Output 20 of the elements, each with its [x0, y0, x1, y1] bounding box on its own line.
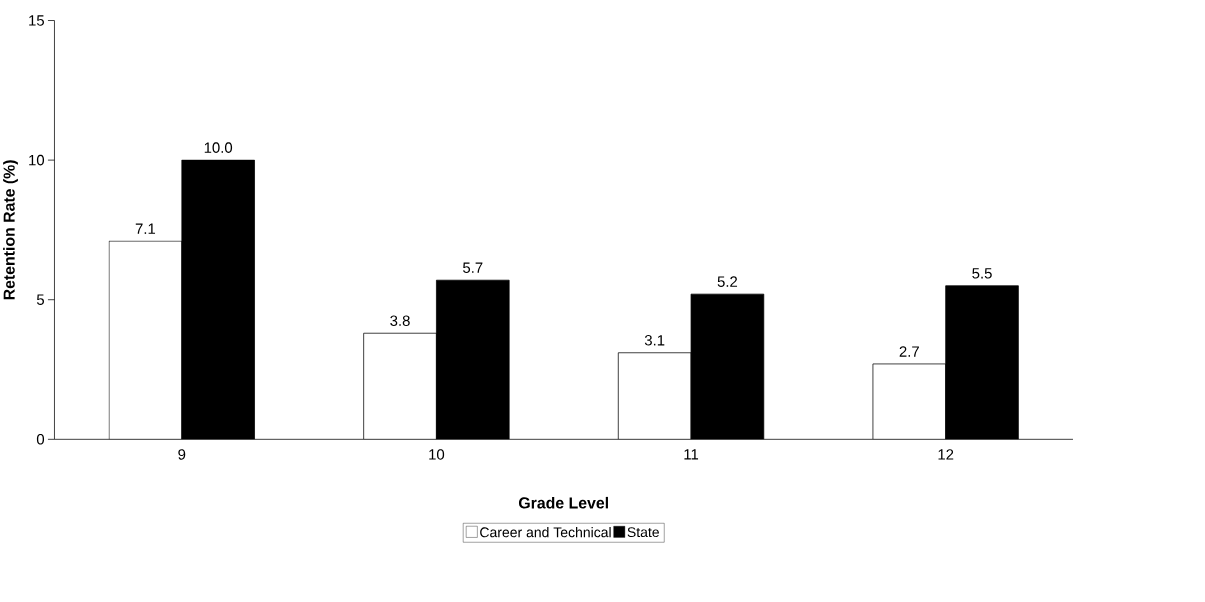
data-label: 10.0 — [204, 142, 233, 154]
y-tick-label: 0 — [36, 434, 45, 445]
x-tick-label: 11 — [684, 449, 699, 460]
legend-label: Career and Technical — [480, 527, 611, 538]
y-tick-label: 10 — [29, 155, 45, 166]
y-axis-title: Retention Rate (%) — [3, 160, 18, 300]
data-label: 3.8 — [390, 315, 410, 327]
legend-label: State — [627, 527, 659, 538]
data-label: 2.7 — [899, 346, 919, 357]
data-label: 7.1 — [135, 223, 156, 235]
data-label: 3.1 — [644, 335, 665, 346]
y-tick-label: 5 — [36, 294, 44, 306]
x-tick-label: 12 — [938, 449, 954, 460]
x-tick-label: 9 — [178, 449, 186, 460]
x-tick-label: 10 — [429, 449, 445, 460]
data-label: 5.2 — [717, 276, 738, 288]
data-label: 5.7 — [463, 262, 483, 274]
x-axis-title: Grade Level — [518, 497, 608, 509]
data-label: 5.5 — [972, 268, 992, 279]
y-tick-label: 15 — [29, 15, 44, 26]
